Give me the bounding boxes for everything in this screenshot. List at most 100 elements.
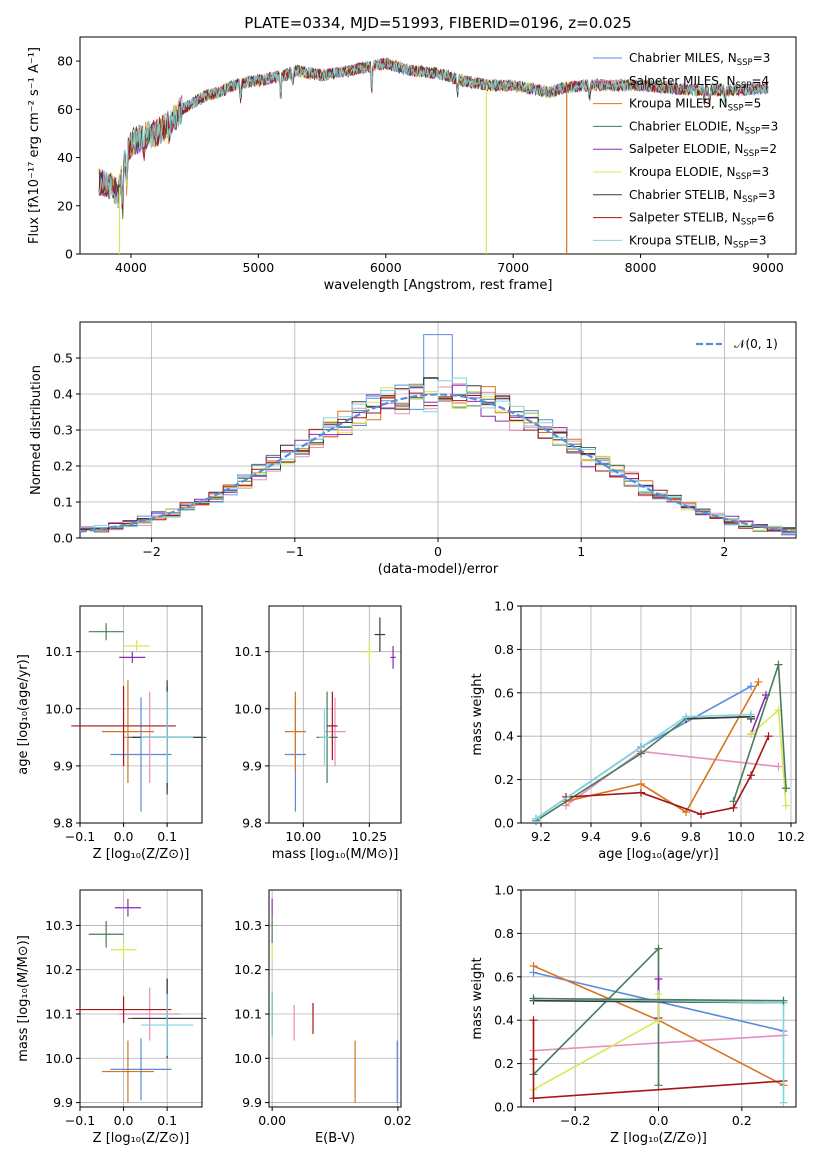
error-point (101, 1040, 155, 1103)
legend-count: =2 (759, 142, 777, 156)
error-point (114, 898, 141, 917)
spectrum-lines (98, 57, 769, 254)
y-tick-label: 0 (65, 247, 73, 262)
legend-entry: Salpeter STELIB, NSSP=6 (629, 211, 774, 228)
weight-marker (529, 1016, 538, 1025)
weight-marker (654, 944, 663, 953)
weight-marker (529, 994, 538, 1003)
weight-marker (529, 961, 538, 970)
x-tick-label: −0.2 (560, 1113, 590, 1128)
x-tick-label: 0.1 (157, 829, 177, 844)
age-vs-mass-frame (268, 605, 402, 824)
legend-sub: SSP (742, 195, 758, 205)
age-vs-z-axes: −0.1 0.0 0.1 9.8 9.9 10.0 10.1 Z [log₁₀(Z/Z⊙)] a… (16, 605, 203, 862)
weight-marker (529, 1094, 538, 1103)
weight-line (533, 997, 784, 1002)
x-tick-label: −2 (142, 544, 160, 559)
y-tick-label: 0.5 (53, 351, 73, 366)
legend-entry: Salpeter ELODIE, NSSP=2 (629, 142, 777, 159)
y-tick-label: 10.3 (45, 918, 73, 933)
error-point (327, 691, 338, 761)
y-axis-label: Normed distribution (29, 365, 44, 495)
x-tick-label: 10.0 (727, 829, 755, 844)
mass-vs-ebv-frame (268, 889, 402, 1108)
residuals-axes: −2 −1 0 1 2 0.0 0.1 0.2 0.3 0.4 0.5 (data-model)/er… (29, 321, 797, 577)
y-tick-label: 10.1 (234, 1007, 262, 1022)
spectrum-legend: Chabrier MILES, NSSP=3 Salpeter MILES, NS… (593, 51, 778, 250)
error-point (110, 940, 137, 959)
y-tick-label: 0.4 (494, 1013, 514, 1028)
error-point (119, 651, 146, 664)
x-tick-label: 0.0 (649, 1113, 669, 1128)
x-tick-label: 1 (577, 544, 585, 559)
weight-line (565, 735, 770, 816)
weight-marker (529, 1055, 538, 1064)
weight-marker (637, 788, 645, 797)
x-tick-label: 5000 (242, 260, 274, 275)
legend-entry: Salpeter MILES, NSSP=4 (629, 74, 769, 91)
error-point (88, 623, 124, 641)
legend-sub: SSP (737, 58, 753, 68)
legend-entry: Kroupa MILES, NSSP=5 (629, 97, 761, 114)
x-tick-label: 10.00 (285, 829, 321, 844)
x-tick-label: 0.0 (114, 1113, 134, 1128)
x-tick-label: 0 (434, 544, 442, 559)
x-tick-label: 0.1 (157, 1113, 177, 1128)
y-tick-label: 0.0 (494, 1100, 514, 1115)
mass-vs-z-frame (79, 889, 203, 1108)
x-tick-label: 9.6 (631, 829, 651, 844)
y-axis-label: Flux [fλ10⁻¹⁷ erg cm⁻² s⁻¹ A⁻¹] (27, 47, 42, 244)
y-tick-label: 10.0 (234, 1051, 262, 1066)
weight-vs-z-series (529, 944, 788, 1107)
age-vs-mass-points (284, 617, 396, 812)
x-tick-label: 9.8 (681, 829, 701, 844)
error-point (75, 996, 172, 1023)
weight-line (532, 946, 660, 1086)
weight-marker (764, 732, 773, 741)
weight-marker (697, 810, 705, 819)
y-tick-label: 0.4 (494, 729, 514, 744)
y-tick-label: 0.3 (53, 423, 73, 438)
legend-sub: SSP (733, 240, 749, 250)
legend-entry: Chabrier MILES, NSSP=3 (629, 51, 770, 68)
y-tick-label: 1.0 (494, 883, 514, 898)
y-tick-label: 9.9 (53, 1095, 73, 1110)
error-point (390, 645, 396, 669)
legend-sub: SSP (741, 218, 757, 228)
weight-vs-z-axes: −0.2 0.0 0.2 0.0 0.2 0.4 0.6 0.8 1.0 Z [log₁₀(Z/Z… (470, 883, 797, 1146)
y-tick-label: 0.8 (494, 926, 514, 941)
y-tick-label: 10.2 (45, 962, 73, 977)
legend-count: =3 (761, 119, 779, 133)
legend-sub: SSP (728, 104, 744, 114)
y-tick-label: 1.0 (494, 599, 514, 614)
weight-line (750, 708, 787, 806)
legend-entry: Kroupa STELIB, NSSP=3 (629, 233, 767, 250)
legend-count: =3 (751, 165, 769, 179)
error-point (123, 640, 150, 652)
weight-marker (779, 1098, 788, 1107)
y-tick-label: 10.0 (45, 1051, 73, 1066)
weight-marker (782, 801, 790, 810)
y-tick-label: 10.0 (234, 701, 262, 716)
error-point (110, 697, 172, 812)
normal-curve (79, 393, 797, 533)
weight-line (533, 994, 660, 1091)
y-tick-label: 0.8 (494, 642, 514, 657)
x-tick-label: 7000 (497, 260, 529, 275)
legend-count: =6 (757, 211, 775, 225)
x-tick-label: 0.00 (258, 1113, 286, 1128)
x-axis-label: Z [log₁₀(Z/Z⊙)] (93, 1131, 190, 1146)
legend-count: =5 (744, 97, 762, 111)
x-tick-label: 10.25 (351, 829, 387, 844)
x-axis-label: wavelength [Angstrom, rest frame] (324, 278, 553, 293)
legend-count: =3 (753, 51, 771, 65)
x-tick-label: −0.1 (65, 829, 95, 844)
weight-line (750, 694, 767, 735)
weight-vs-age-frame (520, 605, 797, 824)
y-tick-label: 0.6 (494, 969, 514, 984)
mass-vs-z-points (75, 898, 207, 1103)
legend-entry: Chabrier STELIB, NSSP=3 (629, 188, 776, 205)
y-tick-label: 10.1 (45, 1007, 73, 1022)
x-tick-label: −0.1 (65, 1113, 95, 1128)
